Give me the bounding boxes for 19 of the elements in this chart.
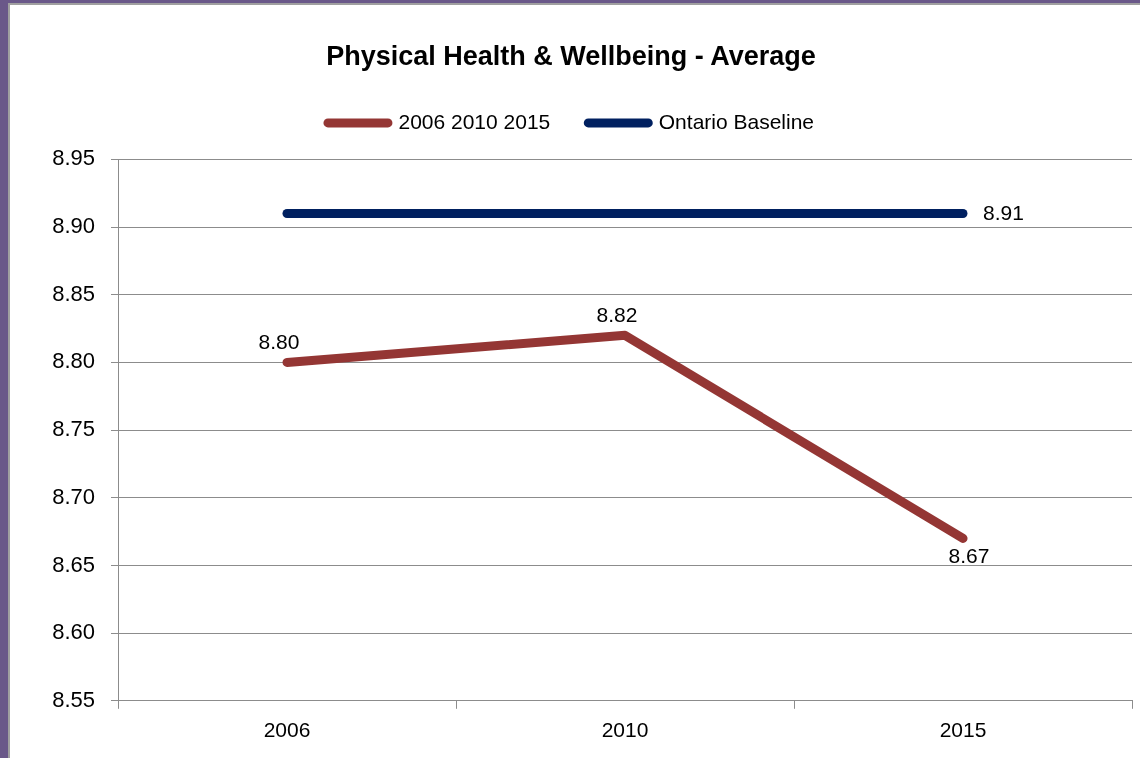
y-tick-label: 8.60 [52,619,95,645]
legend-label: 2006 2010 2015 [398,109,551,133]
y-tick-label: 8.75 [52,416,95,442]
y-tick-label: 8.70 [52,483,95,509]
y-tick-label: 8.90 [52,213,95,239]
data-label: 8.82 [596,302,638,326]
y-tick-label: 8.95 [52,145,95,171]
x-tick-label: 2015 [939,718,987,742]
y-tick-label: 8.55 [52,686,95,712]
data-label: 8.91 [983,201,1024,225]
x-tick-label: 2010 [601,718,649,742]
y-tick-label: 8.80 [52,348,95,374]
data-label: 8.80 [258,329,300,353]
y-tick-label: 8.85 [52,280,95,306]
x-tick-label: 2006 [263,718,311,742]
y-tick-label: 8.65 [52,551,95,577]
legend-label: Ontario Baseline [658,109,815,133]
chart-title: Physical Health & Wellbeing - Average [326,40,816,71]
data-label: 8.67 [948,543,990,567]
